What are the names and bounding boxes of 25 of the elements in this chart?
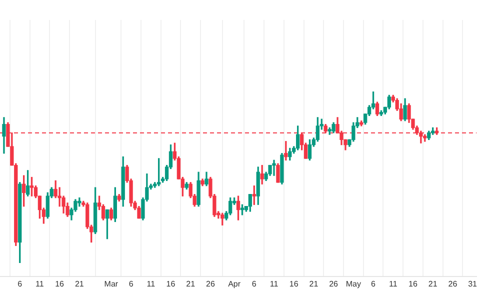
x-tick-label: 26 [329, 279, 339, 288]
x-tick-label: 21 [309, 279, 319, 288]
x-tick-label: 11 [270, 279, 279, 288]
x-tick-label: 6 [371, 279, 376, 288]
x-tick-label: 21 [74, 279, 84, 288]
candlestick [272, 160, 276, 176]
x-tick-label: 26 [448, 279, 458, 288]
x-tick-label: 11 [146, 279, 156, 288]
x-tick-label: 31 [468, 279, 478, 288]
x-tick-label: 26 [206, 279, 216, 288]
x-tick-label: 16 [408, 279, 418, 288]
x-tick-label: 11 [388, 279, 398, 288]
x-tick-label: 6 [18, 279, 23, 288]
x-tick-label: May [346, 279, 361, 288]
x-tick-label: 16 [289, 279, 299, 288]
x-tick-label: 16 [166, 279, 176, 288]
x-tick-label: Apr [228, 279, 241, 288]
x-tick-label: 6 [128, 279, 134, 288]
x-tick-label: 6 [252, 279, 257, 288]
x-tick-label: 21 [428, 279, 438, 288]
candlestick [78, 197, 82, 207]
x-tick-label: 21 [186, 279, 196, 288]
x-tick-label: 11 [36, 279, 44, 288]
x-tick-label: 16 [55, 279, 65, 288]
x-tick-label: Mar [104, 279, 118, 288]
